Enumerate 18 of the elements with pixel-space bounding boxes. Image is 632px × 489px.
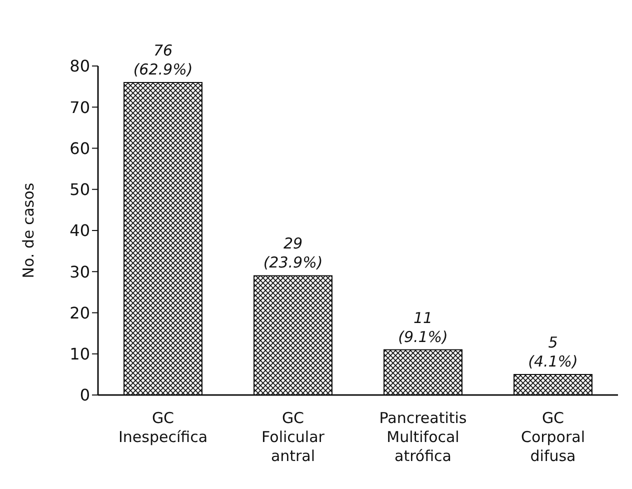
y-axis-title: No. de casos (19, 182, 38, 278)
y-tick-label: 80 (70, 56, 90, 76)
x-tick-label: GC Corporal difusa (520, 409, 586, 465)
y-tick-label: 10 (70, 344, 90, 364)
y-tick-label: 60 (70, 138, 90, 158)
x-tick-label: GC Folicular antral (262, 409, 326, 465)
data-label: 29 (23.9%) (263, 234, 323, 272)
x-tick-label: GC Inespecífica (118, 409, 208, 446)
data-label: 11 (9.1%) (398, 308, 448, 346)
y-tick-label: 50 (70, 180, 90, 200)
y-tick-label: 70 (70, 98, 90, 117)
y-tick-label: 0 (80, 386, 90, 405)
x-tick-label: Pancreatitis Multifocal atrófica (379, 409, 467, 465)
y-tick-label: 40 (70, 221, 90, 240)
data-label: 5 (4.1%) (528, 333, 578, 370)
y-tick-label: 20 (70, 303, 90, 322)
y-tick-label: 30 (70, 262, 90, 282)
data-label: 76 (62.9%) (133, 41, 193, 78)
